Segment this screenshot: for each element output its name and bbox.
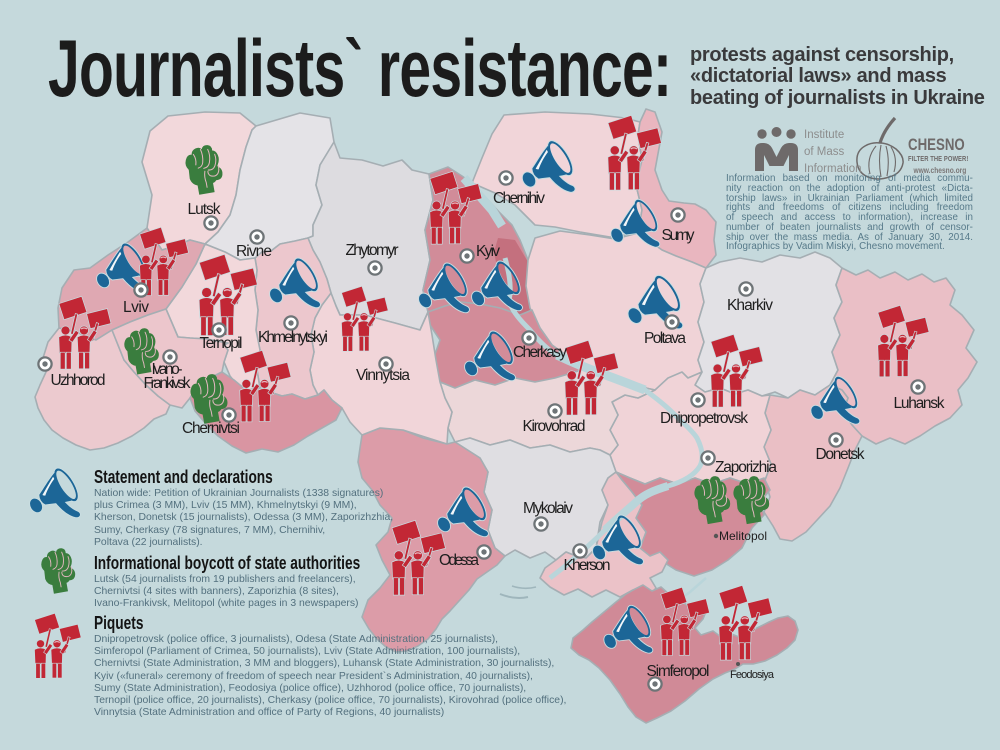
svg-text:Zhytomyr: Zhytomyr: [346, 242, 399, 259]
svg-text:Cherkasy: Cherkasy: [513, 344, 567, 361]
svg-text:Chernivtsi: Chernivtsi: [182, 420, 240, 437]
svg-text:Donetsk: Donetsk: [816, 446, 865, 463]
svg-text:Simferopol: Simferopol: [647, 663, 710, 680]
svg-text:Poltava: Poltava: [644, 330, 686, 347]
svg-text:Kyiv: Kyiv: [476, 243, 500, 260]
svg-text:Zaporizhia: Zaporizhia: [715, 459, 777, 476]
svg-text:Uzhhorod: Uzhhorod: [51, 372, 106, 389]
svg-text:Lutsk: Lutsk: [188, 201, 221, 218]
svg-text:Luhansk: Luhansk: [894, 395, 945, 412]
svg-text:Ivano-: Ivano-: [152, 361, 183, 378]
svg-text:Rivne: Rivne: [236, 243, 272, 260]
svg-text:Ternopil: Ternopil: [200, 335, 243, 352]
svg-text:Frankivsk: Frankivsk: [144, 375, 191, 392]
svg-text:Lviv: Lviv: [123, 299, 149, 316]
svg-text:Feodosiya: Feodosiya: [730, 669, 775, 681]
svg-text:Kharkiv: Kharkiv: [727, 297, 773, 314]
svg-text:Vinnytsia: Vinnytsia: [356, 367, 410, 384]
svg-text:Odessa: Odessa: [439, 552, 479, 569]
svg-text:Khmelnytskyi: Khmelnytskyi: [258, 329, 328, 346]
svg-text:Kirovohrad: Kirovohrad: [523, 418, 586, 435]
svg-text:Dnipropetrovsk: Dnipropetrovsk: [660, 410, 748, 427]
svg-text:Kherson: Kherson: [564, 557, 611, 574]
svg-text:Melitopol: Melitopol: [719, 529, 767, 543]
svg-text:Chernihiv: Chernihiv: [493, 190, 545, 207]
svg-text:Sumy: Sumy: [662, 227, 695, 244]
svg-text:Mykolaiv: Mykolaiv: [523, 500, 573, 517]
